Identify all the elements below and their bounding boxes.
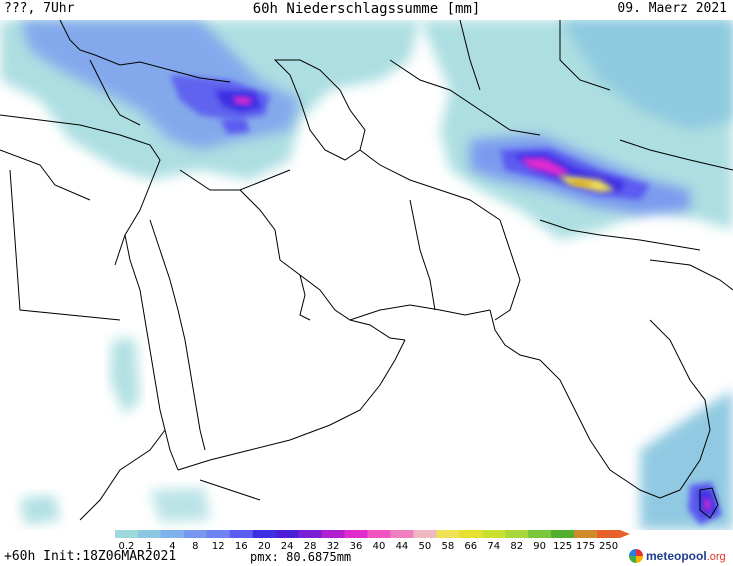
legend-tick-label: 250: [599, 541, 618, 552]
legend-swatch: [344, 530, 368, 538]
legend-tick-label: 40: [373, 541, 386, 552]
legend-swatch: [183, 530, 208, 538]
legend-swatch: [436, 530, 460, 538]
meteopool-logo-icon: [629, 549, 643, 563]
legend-swatch: [528, 530, 552, 538]
legend-swatch: [252, 530, 277, 538]
legend-swatch: [390, 530, 414, 538]
legend-swatch: [574, 530, 598, 538]
precipitation-map: [0, 20, 733, 530]
legend-swatch: [137, 530, 162, 538]
legend-tick-label: 24: [281, 541, 294, 552]
legend-swatch: [275, 530, 300, 538]
brand-suffix: .org: [706, 551, 726, 563]
valid-date-label: 09. Maerz 2021: [617, 1, 727, 16]
legend-tick-label: 66: [464, 541, 477, 552]
precip-field-caucasus: [0, 20, 420, 180]
legend-swatch: [367, 530, 391, 538]
legend-tick-label: 32: [327, 541, 340, 552]
legend-tick-label: 50: [419, 541, 432, 552]
legend-tick-label: 175: [576, 541, 595, 552]
legend-swatch: [321, 530, 346, 538]
legend-tick-label: 4: [169, 541, 175, 552]
brand-name: meteopool: [646, 549, 707, 563]
legend-swatch: [160, 530, 185, 538]
legend-tick-label: 16: [235, 541, 248, 552]
legend-arrow: [620, 530, 630, 538]
legend-tick-label: 74: [487, 541, 500, 552]
borders: [0, 20, 733, 521]
legend-swatch: [482, 530, 506, 538]
legend-swatch: [229, 530, 254, 538]
precip-field-red-sea: [20, 338, 210, 525]
legend-tick-label: 8: [192, 541, 198, 552]
precip-field-himalaya: [470, 135, 690, 215]
legend-colorbar: 0.2 1 4 8 12 16 20 24 28 32 36 40 44 50 58 66 74 82 90 125 1…: [115, 530, 630, 552]
legend-tick-label: 44: [396, 541, 409, 552]
legend-swatch: [459, 530, 483, 538]
precipitation-legend: 0.2 1 4 8 12 16 20 24 28 32 36 40 44 50 58 66 74 82 90 125 1…: [0, 528, 733, 552]
init-time-label: +60h Init:18Z06MAR2021: [4, 549, 177, 564]
legend-tick-label: 28: [304, 541, 317, 552]
legend-tick-label: 0.2: [119, 541, 135, 552]
legend-tick-label: 90: [533, 541, 546, 552]
pmx-label: pmx: 80.6875mm: [250, 550, 352, 564]
legend-tick-label: 20: [258, 541, 271, 552]
legend-tick-label: 36: [350, 541, 363, 552]
legend-swatch: [597, 530, 621, 538]
legend-tick-label: 82: [510, 541, 523, 552]
map-canvas: [0, 20, 733, 530]
legend-tick-label: 125: [553, 541, 572, 552]
legend-tick-label: 58: [441, 541, 454, 552]
legend-swatch: [115, 530, 139, 538]
legend-tick-label: 12: [212, 541, 225, 552]
map-title: 60h Niederschlagssumme [mm]: [252, 1, 481, 17]
legend-tick-label: 1: [146, 541, 152, 552]
meteopool-logo[interactable]: meteopool.org: [629, 548, 726, 564]
legend-swatch: [413, 530, 437, 538]
legend-swatch: [505, 530, 529, 538]
legend-swatch: [206, 530, 231, 538]
legend-swatch: [551, 530, 575, 538]
legend-swatch: [298, 530, 323, 538]
forecast-time-label: ???, 7Uhr: [4, 1, 75, 16]
